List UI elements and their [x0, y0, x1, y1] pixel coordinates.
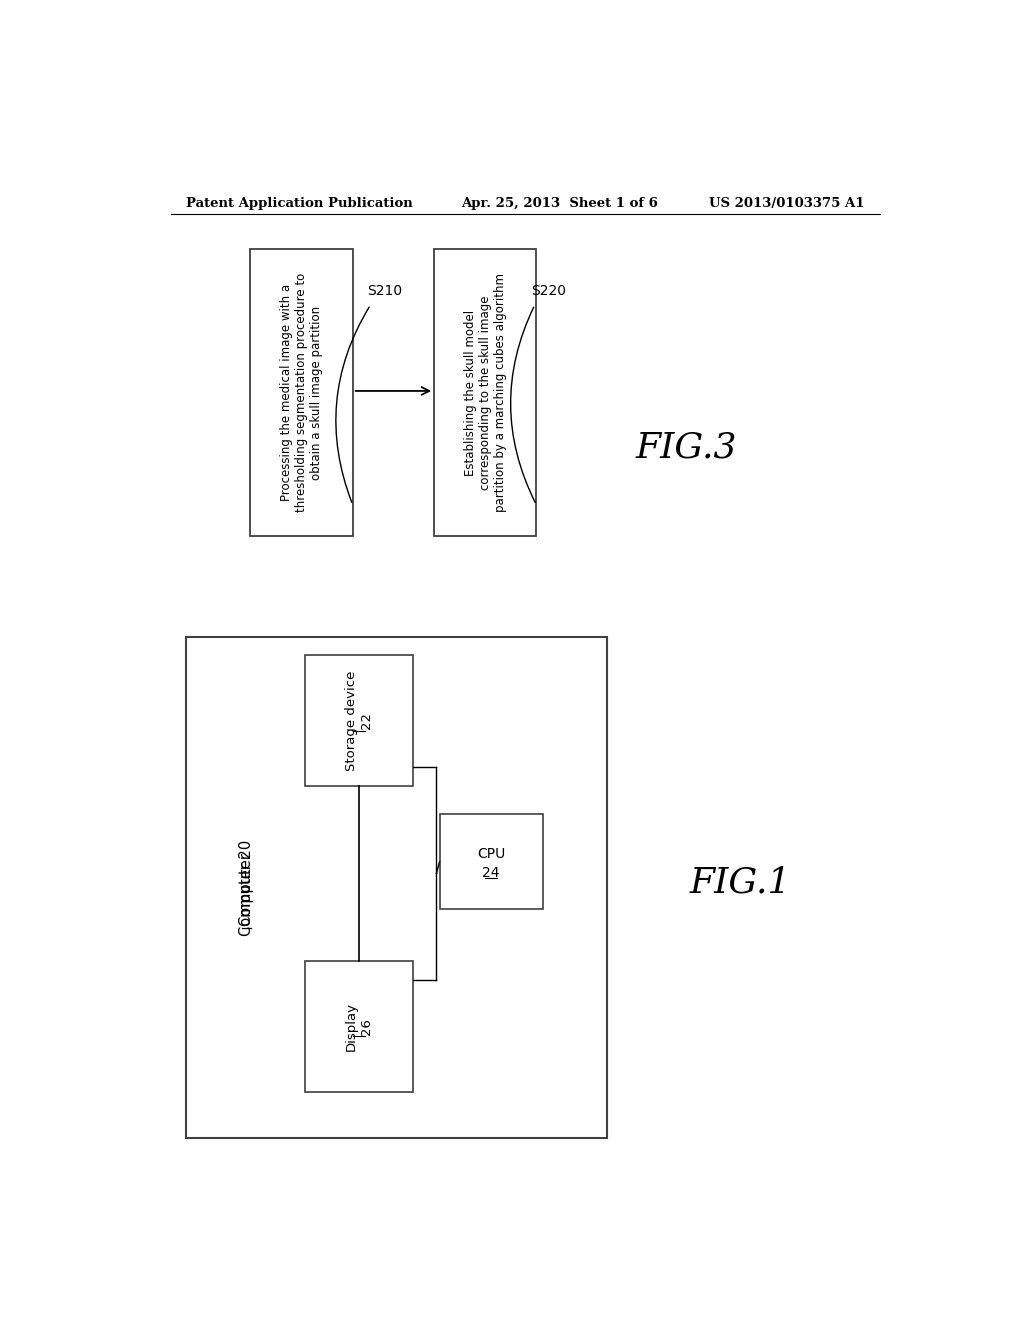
Text: Patent Application Publication: Patent Application Publication	[186, 197, 413, 210]
Bar	[439, 814, 543, 909]
Text: 24: 24	[482, 866, 500, 879]
Bar	[186, 638, 607, 1138]
Text: Apr. 25, 2013  Sheet 1 of 6: Apr. 25, 2013 Sheet 1 of 6	[461, 197, 658, 210]
Text: CPU: CPU	[477, 847, 505, 861]
Text: Display
26: Display 26	[345, 1002, 373, 1051]
Bar	[305, 655, 414, 785]
Text: FIG.3: FIG.3	[635, 430, 736, 465]
Text: Processing the medical image with a
thresholding segmentation procedure to
obtai: Processing the medical image with a thre…	[281, 273, 324, 512]
Bar	[434, 249, 537, 536]
Bar	[305, 961, 414, 1092]
Text: Establishing the skull model
corresponding to the skull image
partition by a mar: Establishing the skull model correspondi…	[464, 273, 507, 512]
Text: Computer 20: Computer 20	[239, 840, 254, 936]
Text: US 2013/0103375 A1: US 2013/0103375 A1	[709, 197, 864, 210]
Text: S220: S220	[531, 284, 566, 298]
Bar	[251, 249, 352, 536]
Text: Computer: Computer	[239, 849, 254, 927]
Text: FIG.1: FIG.1	[689, 865, 791, 899]
Text: S210: S210	[367, 284, 401, 298]
Text: Storage device
22: Storage device 22	[345, 671, 373, 771]
